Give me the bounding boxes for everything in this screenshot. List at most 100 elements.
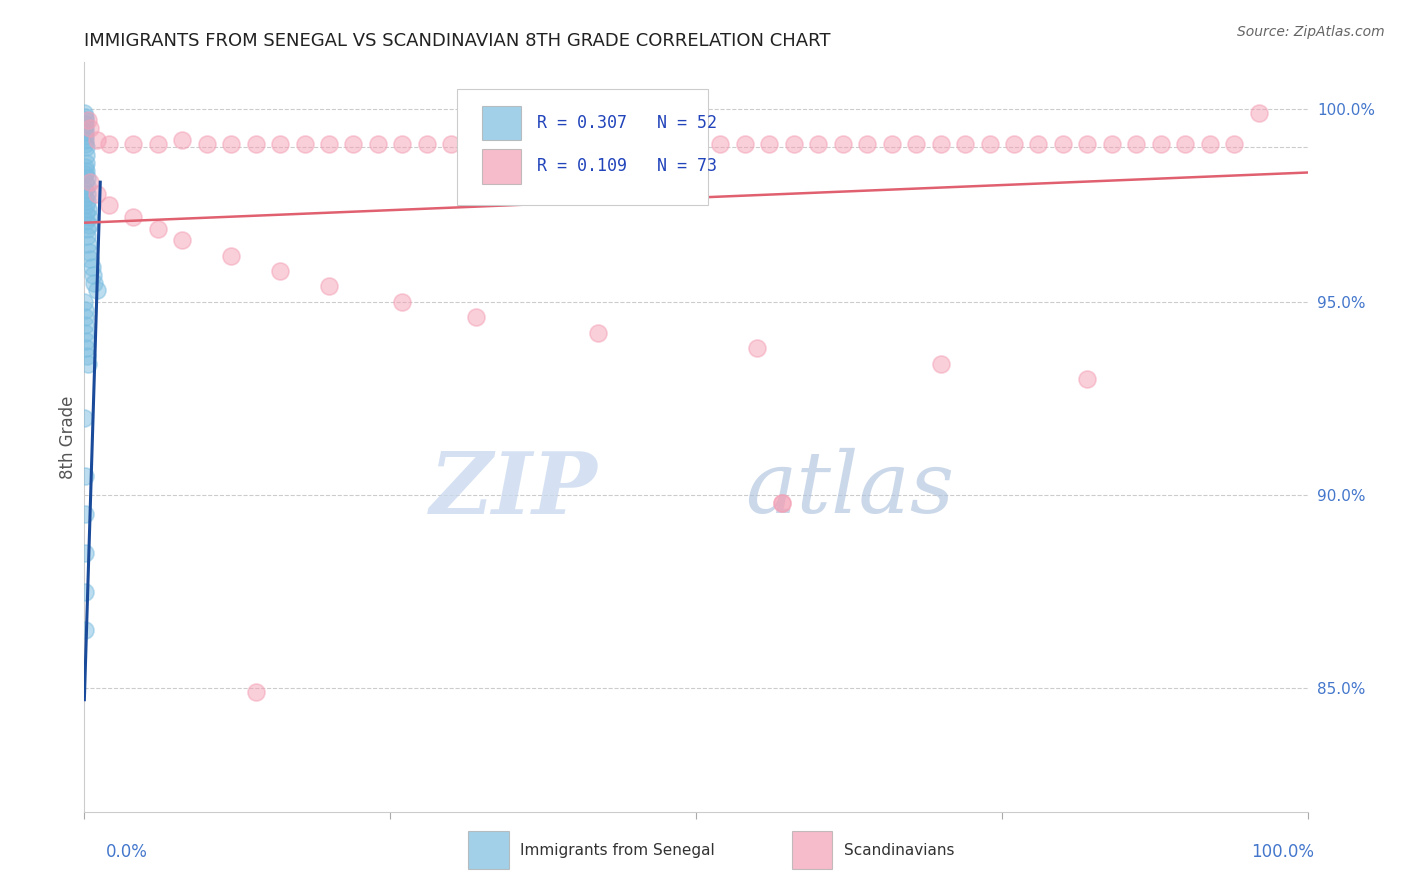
- Text: Scandinavians: Scandinavians: [844, 843, 955, 857]
- Point: [75, 156, 97, 170]
- FancyBboxPatch shape: [482, 149, 522, 184]
- Point: [1223, 136, 1246, 151]
- Point: [79, 252, 101, 267]
- Point: [1076, 372, 1098, 386]
- Point: [1076, 136, 1098, 151]
- Point: [709, 136, 731, 151]
- Point: [783, 136, 806, 151]
- Point: [489, 136, 512, 151]
- Point: [75, 148, 97, 162]
- Point: [747, 341, 769, 355]
- Point: [75, 206, 97, 220]
- Point: [294, 136, 316, 151]
- Point: [76, 349, 98, 363]
- Point: [77, 113, 100, 128]
- Text: R = 0.109   N = 73: R = 0.109 N = 73: [537, 157, 717, 176]
- Point: [86, 283, 108, 297]
- Point: [97, 136, 120, 151]
- Point: [73, 168, 96, 182]
- Point: [1198, 136, 1220, 151]
- Point: [905, 136, 928, 151]
- Point: [1247, 105, 1270, 120]
- Point: [75, 183, 97, 197]
- Point: [1125, 136, 1147, 151]
- Point: [75, 133, 97, 147]
- Point: [82, 268, 104, 282]
- Point: [1052, 136, 1074, 151]
- Point: [269, 136, 291, 151]
- Point: [77, 202, 100, 217]
- Point: [318, 279, 340, 293]
- Point: [391, 294, 413, 309]
- Point: [77, 237, 100, 252]
- Point: [75, 136, 97, 151]
- Point: [79, 121, 101, 136]
- Point: [538, 136, 561, 151]
- Point: [73, 175, 96, 189]
- Point: [76, 229, 98, 244]
- Point: [77, 357, 100, 371]
- Point: [929, 357, 952, 371]
- Point: [391, 136, 413, 151]
- Point: [86, 133, 108, 147]
- Point: [219, 136, 242, 151]
- Point: [80, 260, 103, 274]
- Point: [73, 318, 96, 332]
- Point: [219, 248, 242, 262]
- Point: [75, 198, 97, 212]
- Y-axis label: 8th Grade: 8th Grade: [59, 395, 77, 479]
- Point: [1150, 136, 1173, 151]
- Point: [75, 191, 97, 205]
- Point: [612, 136, 634, 151]
- Point: [245, 136, 267, 151]
- Point: [464, 310, 486, 325]
- Point: [75, 128, 97, 143]
- Point: [73, 110, 96, 124]
- Point: [73, 294, 96, 309]
- Point: [73, 121, 96, 136]
- Point: [73, 113, 96, 128]
- Point: [440, 136, 463, 151]
- Point: [318, 136, 340, 151]
- Point: [464, 136, 486, 151]
- Point: [953, 136, 976, 151]
- Point: [77, 244, 100, 259]
- Point: [929, 136, 952, 151]
- Point: [77, 218, 100, 232]
- Point: [269, 264, 291, 278]
- Point: [75, 214, 97, 228]
- Point: [75, 140, 97, 154]
- Point: [172, 133, 194, 147]
- Point: [770, 496, 793, 510]
- Point: [685, 136, 707, 151]
- Point: [122, 136, 145, 151]
- Point: [97, 198, 120, 212]
- Point: [586, 326, 609, 340]
- Point: [979, 136, 1001, 151]
- Point: [86, 186, 108, 201]
- Point: [734, 136, 756, 151]
- Point: [76, 186, 98, 201]
- Point: [73, 105, 96, 120]
- Point: [172, 233, 194, 247]
- Point: [195, 136, 218, 151]
- Point: [79, 175, 101, 189]
- Point: [758, 136, 780, 151]
- Text: Source: ZipAtlas.com: Source: ZipAtlas.com: [1237, 25, 1385, 39]
- Point: [75, 125, 97, 139]
- Point: [76, 171, 98, 186]
- Point: [76, 179, 98, 194]
- Point: [122, 210, 145, 224]
- Point: [146, 221, 169, 235]
- Point: [76, 194, 98, 209]
- Point: [75, 334, 97, 348]
- Point: [73, 310, 96, 325]
- Point: [807, 136, 830, 151]
- Point: [1002, 136, 1025, 151]
- Point: [73, 584, 96, 599]
- Text: 0.0%: 0.0%: [105, 843, 148, 861]
- Point: [416, 136, 439, 151]
- Text: Immigrants from Senegal: Immigrants from Senegal: [520, 843, 716, 857]
- Point: [636, 136, 658, 151]
- Point: [73, 546, 96, 560]
